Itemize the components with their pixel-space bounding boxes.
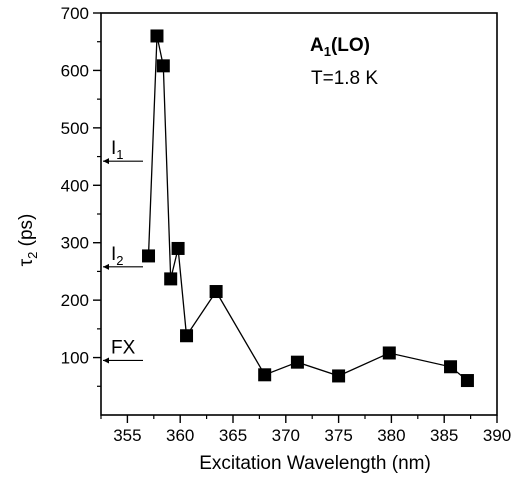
data-point xyxy=(142,249,156,263)
y-tick-label: 200 xyxy=(61,291,89,310)
y-tick-label: 100 xyxy=(61,349,89,368)
y-tick-label: 700 xyxy=(61,4,89,23)
x-tick-label: 385 xyxy=(430,426,458,445)
data-point xyxy=(150,29,164,43)
y-axis-title-unit: (ps) xyxy=(16,214,37,252)
y-tick-label: 500 xyxy=(61,119,89,138)
data-point xyxy=(444,360,458,374)
x-tick-label: 375 xyxy=(324,426,352,445)
level-arrow-head xyxy=(103,263,109,270)
mode-label-rest: (LO) xyxy=(331,35,370,56)
x-tick-label: 360 xyxy=(166,426,194,445)
mode-label-main: A xyxy=(310,35,324,56)
data-point xyxy=(209,285,223,299)
y-axis-title-sub: 2 xyxy=(25,252,40,259)
level-label-main: FX xyxy=(111,337,136,358)
level-arrow-head xyxy=(103,357,109,364)
series-line xyxy=(147,35,468,382)
mode-label: A1(LO) xyxy=(310,35,370,59)
level-label: I2 xyxy=(111,244,124,268)
y-tick-label: 300 xyxy=(61,234,89,253)
mode-label-sub: 1 xyxy=(324,44,331,59)
data-point xyxy=(156,59,170,73)
plot-frame xyxy=(100,12,498,416)
x-tick-label: 390 xyxy=(483,426,511,445)
y-axis-title-main: τ xyxy=(16,258,37,266)
ticks xyxy=(93,12,498,423)
y-tick-label: 600 xyxy=(61,61,89,80)
level-arrow-head xyxy=(103,158,109,165)
x-tick-label: 370 xyxy=(272,426,300,445)
series-points xyxy=(142,29,474,388)
data-point xyxy=(164,272,178,286)
level-label-sub: 1 xyxy=(116,147,123,162)
data-point xyxy=(332,369,346,383)
tick-labels: 355 360 365 370 375 380 385 390 100 200 300 400 500 6… xyxy=(61,4,512,445)
x-axis-title: Excitation Wavelength (nm) xyxy=(199,453,431,474)
data-point xyxy=(460,374,474,388)
temperature-label: T=1.8 K xyxy=(311,68,378,89)
data-point xyxy=(290,355,304,369)
data-point xyxy=(180,329,194,343)
level-label: I1 xyxy=(111,138,124,162)
x-tick-label: 365 xyxy=(219,426,247,445)
x-tick-label: 355 xyxy=(113,426,141,445)
data-point xyxy=(171,241,185,255)
level-label-sub: 2 xyxy=(116,253,123,268)
level-label-main: I xyxy=(111,138,116,159)
x-tick-label: 380 xyxy=(377,426,405,445)
level-label: FX xyxy=(111,337,136,358)
data-point xyxy=(382,346,396,360)
data-point xyxy=(258,368,272,382)
axes xyxy=(100,12,498,416)
y-tick-label: 400 xyxy=(61,176,89,195)
data-line xyxy=(147,35,468,382)
y-axis-title: τ2 (ps) xyxy=(16,214,40,267)
level-label-main: I xyxy=(111,244,116,265)
